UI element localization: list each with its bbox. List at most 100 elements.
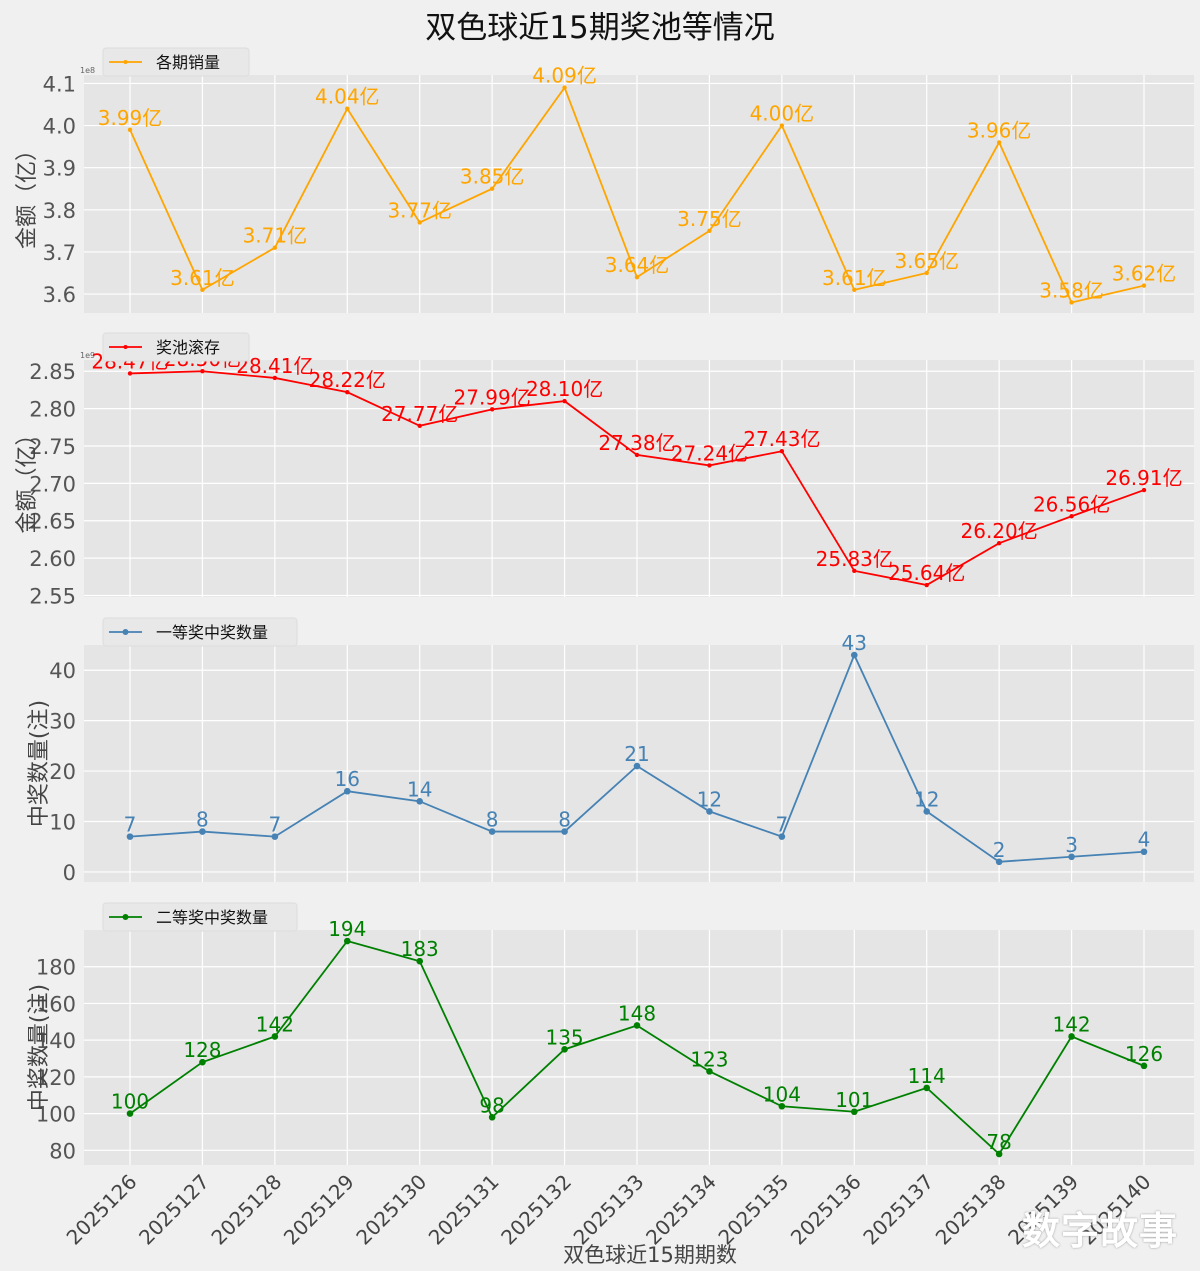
data-point xyxy=(199,828,206,835)
data-label: 3.77亿 xyxy=(387,198,452,222)
data-point xyxy=(1141,487,1147,493)
data-label: 25.83亿 xyxy=(816,547,893,571)
data-label: 26.56亿 xyxy=(1033,492,1110,516)
data-label: 4.09亿 xyxy=(532,64,597,88)
data-label: 126 xyxy=(1125,1042,1163,1066)
panel-pool: 2.552.602.652.702.752.802.851e9金额（亿）28.4… xyxy=(15,332,1194,609)
plot-area xyxy=(84,360,1194,597)
data-point xyxy=(779,449,785,454)
y-axis-label: 中奖数量(注) xyxy=(27,984,52,1111)
x-tick-label: 2025131 xyxy=(424,1170,504,1250)
legend: 二等奖中奖数量 xyxy=(102,902,298,932)
data-point xyxy=(271,833,279,840)
data-point xyxy=(850,1108,858,1116)
data-point xyxy=(417,220,422,225)
x-tick-label: 2025130 xyxy=(351,1170,431,1250)
data-point xyxy=(200,369,205,374)
data-point xyxy=(1140,1062,1148,1070)
y-tick-label: 140 xyxy=(36,1029,76,1053)
data-label: 4.04亿 xyxy=(315,85,380,109)
data-point xyxy=(561,1046,568,1053)
legend-box xyxy=(102,332,250,362)
data-label: 114 xyxy=(908,1064,946,1088)
data-label: 123 xyxy=(690,1047,728,1071)
data-point xyxy=(345,389,350,395)
data-label: 27.43亿 xyxy=(743,427,820,451)
y-tick-label: 3.8 xyxy=(43,199,76,223)
y-tick-label: 100 xyxy=(36,1103,76,1127)
data-label: 8 xyxy=(196,808,209,832)
data-label: 7 xyxy=(775,813,788,837)
legend-label: 奖池滚存 xyxy=(156,338,220,357)
axis-offset-text: 1e9 xyxy=(80,351,95,360)
data-point xyxy=(852,287,857,293)
chart-title: 双色球近15期奖池等情况 xyxy=(425,10,775,46)
data-label: 3.61亿 xyxy=(170,266,235,290)
data-label: 3.62亿 xyxy=(1112,262,1177,286)
data-point xyxy=(707,228,712,234)
y-tick-label: 180 xyxy=(36,956,76,980)
data-point xyxy=(706,1068,713,1075)
data-point xyxy=(707,463,712,468)
data-label: 3.85亿 xyxy=(460,165,525,189)
data-label: 28.10亿 xyxy=(526,377,603,401)
data-point xyxy=(343,787,351,795)
data-point xyxy=(416,957,424,965)
data-label: 3 xyxy=(1065,833,1078,857)
y-tick-label: 2.85 xyxy=(29,360,76,384)
data-label: 135 xyxy=(545,1025,583,1049)
x-tick-label: 2025127 xyxy=(134,1170,214,1250)
data-label: 8 xyxy=(558,808,571,832)
data-label: 4 xyxy=(1138,828,1151,852)
data-label: 21 xyxy=(624,742,649,766)
y-axis-label: 金额（亿） xyxy=(15,139,40,249)
data-point xyxy=(416,798,424,805)
legend-label: 一等奖中奖数量 xyxy=(156,623,268,642)
data-label: 148 xyxy=(618,1001,656,1025)
data-label: 3.71亿 xyxy=(243,224,308,248)
data-point xyxy=(633,1022,641,1029)
legend: 各期销量 xyxy=(102,47,250,77)
data-label: 142 xyxy=(1052,1012,1090,1036)
x-axis-label: 双色球近15期期数 xyxy=(563,1243,737,1267)
y-tick-label: 0 xyxy=(63,861,76,885)
legend-marker xyxy=(123,60,128,64)
data-label: 101 xyxy=(835,1088,873,1112)
data-label: 98 xyxy=(479,1093,504,1117)
data-label: 183 xyxy=(401,937,439,961)
data-point xyxy=(923,1084,931,1092)
data-label: 7 xyxy=(124,813,137,837)
data-point xyxy=(562,398,567,404)
data-point xyxy=(778,833,786,840)
data-point xyxy=(996,140,1002,145)
x-tick-label: 2025126 xyxy=(62,1170,142,1250)
y-tick-label: 3.9 xyxy=(43,157,76,181)
legend-box xyxy=(102,47,250,77)
watermark: 数字故事 xyxy=(1022,1209,1179,1253)
data-point xyxy=(1068,853,1075,861)
data-point xyxy=(488,828,496,835)
data-label: 104 xyxy=(763,1082,801,1106)
y-tick-label: 160 xyxy=(36,992,76,1016)
data-label: 27.38亿 xyxy=(598,431,675,455)
data-point xyxy=(489,407,495,412)
data-point xyxy=(779,123,785,128)
data-point xyxy=(561,828,568,835)
data-point xyxy=(924,270,929,276)
legend-box xyxy=(102,902,298,932)
data-point xyxy=(852,568,857,574)
x-tick-label: 2025133 xyxy=(569,1170,649,1250)
data-point xyxy=(199,1058,206,1066)
data-label: 78 xyxy=(986,1130,1011,1154)
data-label: 194 xyxy=(328,917,366,941)
data-label: 8 xyxy=(486,808,499,832)
data-label: 43 xyxy=(842,631,867,655)
data-point xyxy=(126,833,134,840)
data-point xyxy=(850,651,858,659)
data-point xyxy=(272,245,278,250)
y-tick-label: 2.70 xyxy=(29,472,76,496)
panel-first_prize: 0 10 20 30 40 中奖数量(注) 7 8 7 16 14 8 8 21 12 7 43 12 2 3 4 一等奖… xyxy=(27,617,1194,885)
x-tick-label: 2025129 xyxy=(279,1170,359,1250)
plot-area xyxy=(84,75,1194,313)
